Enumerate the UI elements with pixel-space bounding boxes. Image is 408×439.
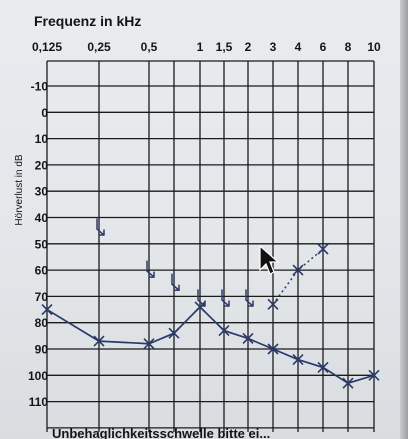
x-tick-label: 4 bbox=[295, 40, 302, 54]
data-point-x bbox=[267, 298, 279, 310]
y-tick-label: 60 bbox=[35, 264, 49, 278]
data-point-x bbox=[242, 332, 254, 345]
data-point-arrow bbox=[245, 289, 254, 307]
data-point-x bbox=[342, 377, 354, 389]
data-point-x bbox=[41, 303, 53, 316]
y-tick-label: 40 bbox=[35, 211, 49, 225]
x-tick-label: 10 bbox=[367, 40, 381, 54]
x-tick-label: 8 bbox=[345, 40, 352, 54]
data-point-arrow bbox=[171, 273, 180, 291]
y-tick-label: -10 bbox=[31, 80, 49, 94]
y-tick-label: 20 bbox=[35, 158, 49, 172]
y-tick-label: 80 bbox=[35, 316, 49, 330]
sheet-edge bbox=[400, 0, 408, 439]
data-point-x bbox=[292, 353, 304, 366]
data-point-x bbox=[194, 301, 206, 313]
data-point-x bbox=[93, 335, 105, 347]
y-tick-labels: -10 0 10 20 30 40 50 60 70 80 90 100 110 bbox=[28, 80, 48, 410]
data-point-x bbox=[267, 343, 279, 355]
data-point-x bbox=[143, 338, 155, 350]
x-tick-labels: 0,125 0,25 0,5 1 1,5 2 3 4 6 8 10 bbox=[32, 40, 381, 54]
data-point-x bbox=[168, 327, 180, 339]
data-point-arrow bbox=[197, 289, 206, 307]
footer-text: Unbehaglichkeitsschwelle bitte ei... bbox=[52, 426, 270, 439]
data-point-x bbox=[368, 369, 380, 381]
data-point-arrow bbox=[221, 289, 230, 307]
x-tick-label: 3 bbox=[270, 40, 277, 54]
y-tick-label: 110 bbox=[29, 395, 49, 409]
x-tick-label: 0,5 bbox=[141, 40, 158, 54]
y-tick-label: 70 bbox=[35, 290, 49, 304]
x-tick-label: 2 bbox=[245, 40, 252, 54]
data-point-arrow bbox=[96, 218, 105, 236]
y-tick-label: 50 bbox=[35, 237, 49, 251]
x-tick-label: 0,25 bbox=[87, 40, 111, 54]
grid-lines bbox=[46, 60, 375, 432]
y-tick-label: 10 bbox=[35, 132, 49, 146]
data-point-arrow bbox=[146, 260, 155, 278]
x-tick-label: 1,5 bbox=[216, 40, 233, 54]
series-group bbox=[41, 218, 380, 389]
y-tick-label: 0 bbox=[41, 106, 48, 120]
series-line bbox=[46, 305, 375, 385]
y-tick-label: 90 bbox=[35, 343, 49, 357]
y-tick-label: 100 bbox=[28, 369, 48, 383]
y-tick-label: 30 bbox=[35, 185, 49, 199]
mouse-cursor-icon bbox=[259, 244, 280, 275]
x-tick-label: 0,125 bbox=[32, 40, 62, 54]
chart-title: Frequenz in kHz bbox=[34, 13, 141, 29]
x-tick-label: 1 bbox=[197, 40, 204, 54]
x-tick-label: 6 bbox=[320, 40, 327, 54]
data-point-x bbox=[317, 243, 329, 255]
data-point-x bbox=[218, 325, 230, 337]
y-axis-label: Hörverlust in dB bbox=[14, 154, 25, 225]
data-point-x bbox=[292, 264, 304, 276]
data-point-x bbox=[317, 361, 329, 373]
